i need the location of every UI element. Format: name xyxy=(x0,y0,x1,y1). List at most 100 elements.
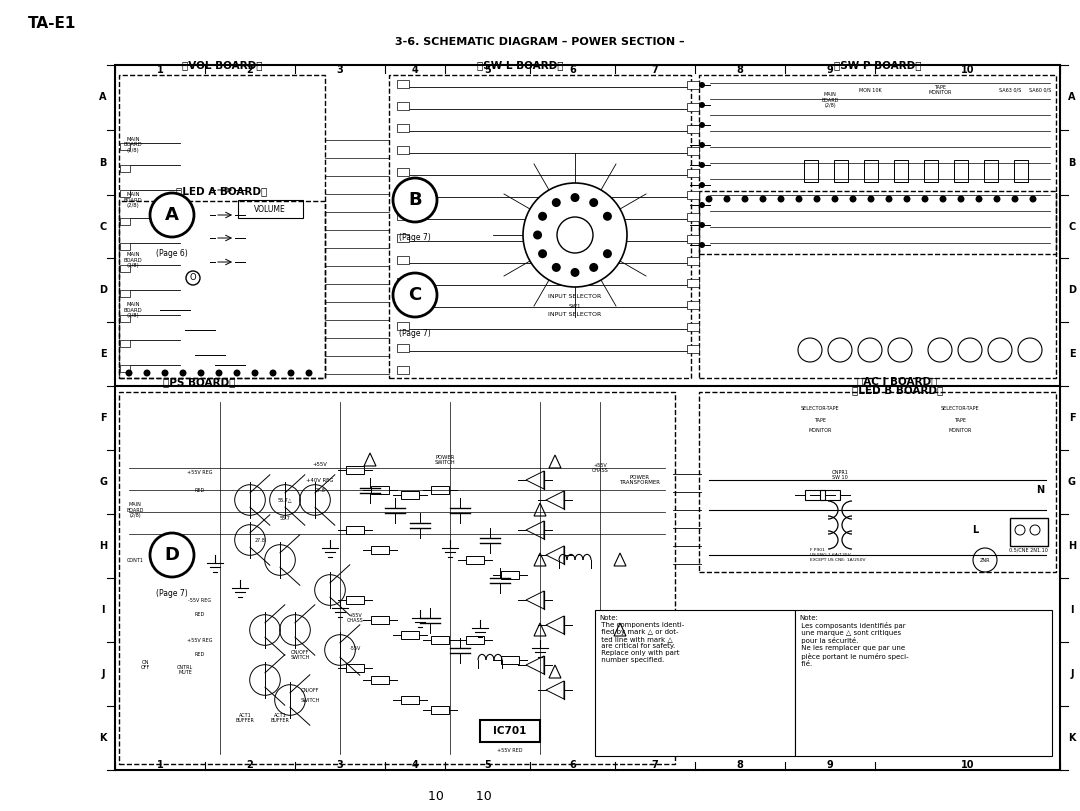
Circle shape xyxy=(699,222,705,228)
Bar xyxy=(119,75,325,378)
Bar xyxy=(687,147,699,155)
Text: 6: 6 xyxy=(569,65,576,75)
Circle shape xyxy=(306,370,312,376)
Circle shape xyxy=(796,195,802,203)
Bar xyxy=(120,143,130,150)
Text: 10: 10 xyxy=(961,760,974,770)
Bar xyxy=(1010,518,1048,546)
Text: MAIN
BOARD
(2/8): MAIN BOARD (2/8) xyxy=(126,502,144,518)
Text: 55.7: 55.7 xyxy=(280,516,291,521)
Bar xyxy=(397,344,409,352)
Text: +55V REG: +55V REG xyxy=(187,637,213,642)
Text: L: L xyxy=(972,525,978,535)
Circle shape xyxy=(975,195,983,203)
Bar xyxy=(389,75,691,378)
Text: F: F xyxy=(99,413,106,423)
Bar xyxy=(804,160,818,182)
Text: 3-6. SCHEMATIC DIAGRAM – POWER SECTION –: 3-6. SCHEMATIC DIAGRAM – POWER SECTION – xyxy=(395,37,685,47)
Text: 7: 7 xyxy=(651,760,659,770)
Text: Note:
 The components identi-
 fied by mark △ or dot-
 ted line with mark △
 are: Note: The components identi- fied by mar… xyxy=(599,615,685,663)
Circle shape xyxy=(699,82,705,88)
Circle shape xyxy=(904,195,910,203)
Bar xyxy=(687,257,699,265)
Text: ON/OFF
SWITCH: ON/OFF SWITCH xyxy=(291,650,310,660)
Text: +55V
CHASS: +55V CHASS xyxy=(347,612,363,624)
Text: I: I xyxy=(1070,605,1074,615)
Text: 55.7△: 55.7△ xyxy=(278,497,293,503)
Text: J: J xyxy=(102,669,105,679)
Bar xyxy=(595,610,795,756)
Text: E: E xyxy=(99,349,106,359)
Text: ON/OFF: ON/OFF xyxy=(301,688,320,693)
Text: POWER
SWITCH: POWER SWITCH xyxy=(434,455,456,466)
Bar xyxy=(699,191,1056,378)
Text: F: F xyxy=(1069,413,1076,423)
Bar xyxy=(687,125,699,133)
Circle shape xyxy=(252,370,258,376)
Text: 【LED B BOARD】: 【LED B BOARD】 xyxy=(852,385,943,395)
Bar xyxy=(119,392,675,764)
Circle shape xyxy=(867,195,875,203)
Text: ON
OFF: ON OFF xyxy=(140,659,150,671)
Bar xyxy=(397,102,409,110)
Circle shape xyxy=(603,249,612,258)
Bar xyxy=(120,290,130,297)
Text: ACT1
BUFFER: ACT1 BUFFER xyxy=(271,713,289,723)
Circle shape xyxy=(552,263,561,272)
Bar xyxy=(431,486,449,494)
Circle shape xyxy=(699,122,705,128)
Bar xyxy=(372,486,389,494)
Text: +55V REG: +55V REG xyxy=(187,470,213,474)
Text: -55V: -55V xyxy=(349,646,361,650)
Text: TAPE
MONITOR: TAPE MONITOR xyxy=(929,84,951,96)
Circle shape xyxy=(921,195,929,203)
Text: +55V RED: +55V RED xyxy=(497,748,523,753)
Bar xyxy=(687,191,699,199)
Bar xyxy=(687,301,699,309)
Circle shape xyxy=(270,370,276,376)
Circle shape xyxy=(813,195,821,203)
Bar xyxy=(864,160,878,182)
Bar xyxy=(894,160,908,182)
Circle shape xyxy=(886,195,892,203)
Circle shape xyxy=(699,242,705,248)
Text: 1: 1 xyxy=(157,760,163,770)
Text: 8: 8 xyxy=(737,65,743,75)
Circle shape xyxy=(928,338,951,362)
Text: TA-E1: TA-E1 xyxy=(28,16,77,31)
Bar xyxy=(687,345,699,353)
Text: SWITCH: SWITCH xyxy=(300,697,320,702)
Circle shape xyxy=(162,370,168,376)
Circle shape xyxy=(759,195,767,203)
Bar xyxy=(687,169,699,177)
Circle shape xyxy=(1018,338,1042,362)
Circle shape xyxy=(590,263,598,272)
Bar xyxy=(397,124,409,132)
Circle shape xyxy=(570,268,580,277)
Text: 27.8: 27.8 xyxy=(255,538,266,543)
Text: 『SW P BOARD』: 『SW P BOARD』 xyxy=(834,60,921,70)
Text: O: O xyxy=(190,273,197,282)
Bar xyxy=(114,65,1059,770)
Circle shape xyxy=(557,217,593,253)
Text: -55V REG: -55V REG xyxy=(188,598,212,603)
Text: 【VOL BOARD】: 【VOL BOARD】 xyxy=(181,60,262,70)
Circle shape xyxy=(150,193,194,237)
Text: D: D xyxy=(1068,285,1076,295)
Text: 3: 3 xyxy=(337,760,343,770)
Bar xyxy=(687,323,699,331)
Circle shape xyxy=(888,338,912,362)
Bar xyxy=(120,165,130,172)
Text: 9: 9 xyxy=(826,760,834,770)
Text: +55V
CHASS: +55V CHASS xyxy=(592,462,608,474)
Circle shape xyxy=(538,249,548,258)
Text: +55V: +55V xyxy=(312,462,327,467)
Bar xyxy=(119,201,325,378)
Text: C: C xyxy=(99,221,107,231)
Bar xyxy=(687,81,699,89)
Bar xyxy=(834,160,848,182)
Circle shape xyxy=(699,102,705,108)
Bar xyxy=(820,490,840,500)
Text: 5: 5 xyxy=(484,760,491,770)
Text: INPUT SELECTOR: INPUT SELECTOR xyxy=(549,312,602,317)
